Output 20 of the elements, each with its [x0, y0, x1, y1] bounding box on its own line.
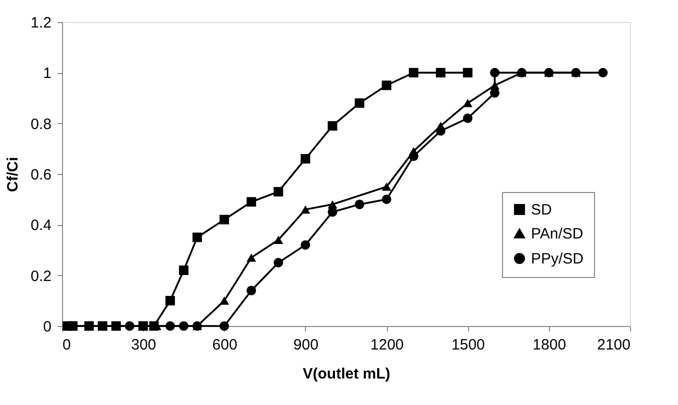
- y-tick-label: 1.2: [30, 14, 52, 32]
- x-tick-label: 2100: [597, 336, 630, 354]
- y-tick-label: 1: [43, 65, 52, 82]
- x-tick-label: 300: [131, 336, 156, 354]
- y-axis-title: Cf/Ci: [4, 157, 22, 192]
- y-tick-label: 0.8: [30, 116, 52, 133]
- x-axis-title: V(outlet mL): [302, 366, 390, 382]
- legend-label: PAn/SD: [531, 226, 584, 242]
- y-tick-label: 0.4: [30, 217, 52, 234]
- y-tick-label: 0.2: [30, 268, 52, 285]
- y-tick-label: 0.6: [30, 166, 52, 184]
- legend-label: PPy/SD: [531, 250, 584, 268]
- x-tick-label: 900: [293, 336, 318, 354]
- x-tick-label: 1500: [452, 336, 485, 354]
- x-tick-label: 1800: [532, 336, 566, 354]
- x-tick-label: 1200: [370, 336, 404, 354]
- legend-label: SD: [531, 202, 552, 218]
- x-tick-label: 600: [212, 336, 238, 354]
- x-tick-label: 0: [62, 336, 71, 354]
- y-tick-label: 0: [43, 318, 52, 336]
